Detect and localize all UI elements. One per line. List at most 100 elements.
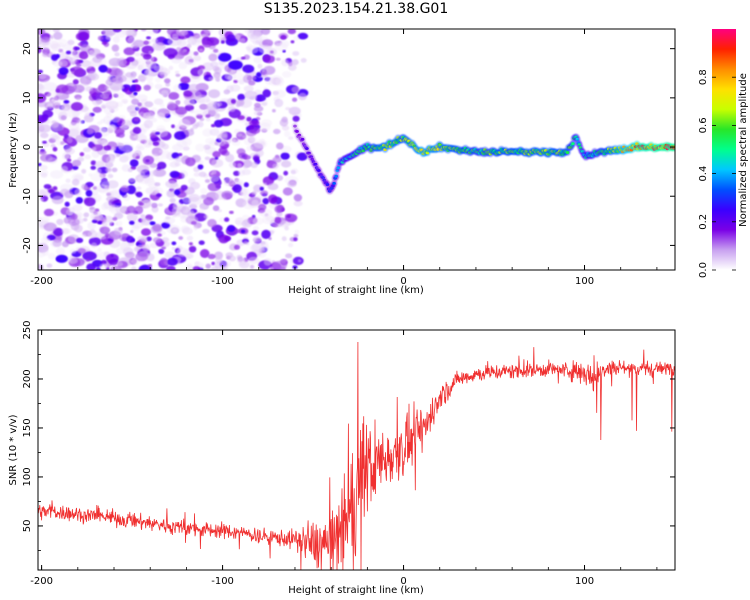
spectrogram-noise-blob	[248, 136, 257, 143]
spectrogram-noise-blob	[183, 98, 196, 107]
spectrogram-noise-blob	[43, 208, 55, 217]
spectrogram-noise-blob	[40, 172, 48, 178]
spectrogram-noise-blob	[137, 102, 142, 107]
spectrogram-x-label: Height of straight line (km)	[288, 285, 424, 296]
spectrogram-noise-blob	[146, 61, 157, 69]
spectrogram-noise-blob	[69, 248, 77, 254]
spectrogram-noise-blob	[154, 182, 161, 187]
spectrogram-noise-blob	[285, 107, 291, 111]
spectrogram-noise-blob	[72, 204, 83, 212]
spectrogram-noise-blob	[282, 187, 293, 196]
spectrogram-noise-blob	[90, 212, 104, 221]
snr-x-tick-label: 100	[575, 576, 594, 587]
spectrogram-noise-blob	[144, 101, 154, 108]
spectrogram-noise-blob	[262, 39, 274, 47]
spectrogram-noise-blob	[61, 228, 70, 235]
spectrogram-noise-blob	[94, 160, 105, 168]
spectrogram-noise-blob	[97, 220, 103, 225]
spectrogram-noise-blob	[141, 228, 151, 236]
spectrogram-noise-blob	[226, 34, 236, 43]
spectrogram-noise-blob	[112, 217, 118, 221]
spectrogram-noise-blob	[218, 146, 228, 155]
spectrogram-noise-blob	[239, 38, 246, 43]
spectrogram-noise-blob	[52, 186, 58, 191]
spectrogram-noise-blob	[104, 89, 112, 96]
spectrogram-noise-blob	[134, 52, 141, 57]
spectrogram-noise-blob	[182, 48, 187, 53]
spectrogram-noise-blob	[159, 257, 168, 266]
spectrogram-noise-blob	[243, 195, 251, 202]
spectrogram-noise-blob	[38, 264, 44, 269]
spectrogram-noise-blob	[76, 237, 84, 243]
spectrogram-noise-blob	[205, 263, 211, 269]
spectrogram-track-point	[325, 183, 330, 187]
spectrogram-noise-blob	[300, 58, 307, 63]
spectrogram-noise-blob	[72, 159, 82, 167]
spectrogram-noise-blob	[108, 123, 116, 130]
spectrogram-noise-blob	[126, 235, 134, 243]
spectrogram-noise-blob	[63, 100, 70, 104]
spectrogram-noise-blob	[154, 83, 163, 90]
spectrogram-noise-blob	[217, 209, 222, 213]
spectrogram-noise-blob	[173, 84, 182, 92]
spectrogram-noise-blob	[192, 266, 201, 270]
spectrogram-track-point	[305, 147, 309, 151]
spectrogram-noise-blob	[106, 192, 112, 196]
spectrogram-noise-blob	[275, 57, 281, 61]
spectrogram-noise-blob	[252, 217, 264, 226]
spectrogram-noise-blob	[207, 253, 216, 260]
spectrogram-noise-blob	[84, 197, 96, 207]
spectrogram-noise-blob	[53, 227, 64, 237]
spectrogram-noise-blob	[290, 170, 296, 175]
spectrogram-noise-blob	[243, 85, 254, 92]
spectrogram-noise-blob	[86, 263, 96, 270]
spectrogram-noise-blob	[155, 193, 162, 198]
spectrogram-noise-blob	[211, 124, 216, 128]
spectrogram-noise-blob	[127, 168, 133, 173]
snr-frame-bg	[38, 330, 675, 570]
snr-y-tick-label: 50	[22, 520, 33, 533]
spectrogram-noise-blob	[77, 248, 86, 254]
spectrogram-noise-blob	[131, 98, 140, 105]
spectrogram-noise-blob	[38, 123, 45, 131]
spectrogram-noise-blob	[169, 170, 180, 178]
spectrogram-noise-blob	[233, 71, 244, 82]
spectrogram-y-ticks: -20 -10 0 10 20	[22, 42, 675, 271]
spectrogram-noise-blob	[172, 228, 178, 232]
spectrogram-noise-blob	[249, 119, 260, 127]
spectrogram-noise-blob	[208, 89, 221, 99]
spectrogram-noise-blob	[213, 119, 224, 128]
spectrogram-noise-blob	[70, 102, 84, 111]
spectrogram-noise-blob	[202, 228, 210, 234]
spectrogram-noise-blob	[149, 132, 157, 138]
spectrogram-noise-blob	[47, 252, 56, 260]
spectrogram-noise-blob	[131, 220, 144, 229]
spectrogram-noise-blob	[243, 218, 251, 226]
spectrogram-noise-blob	[182, 227, 193, 235]
spectrogram-noise-blob	[287, 181, 297, 188]
spectrogram-noise-blob	[82, 217, 88, 222]
spectrogram-noise-blob	[253, 110, 261, 116]
spectrogram-noise-blob	[127, 37, 135, 44]
spectrogram-noise-blob	[64, 201, 70, 207]
spectrogram-noise-blob	[221, 190, 233, 199]
spectrogram-noise-blob	[143, 40, 149, 46]
spectrogram-noise-blob	[205, 114, 211, 118]
spectrogram-noise-blob	[77, 42, 83, 47]
spectrogram-noise-blob	[247, 125, 255, 130]
spectrogram-noise-blob	[250, 161, 258, 169]
spectrogram-noise-blob	[228, 161, 237, 169]
spectrogram-frame	[37, 28, 676, 271]
spectrogram-noise-blob	[129, 159, 139, 168]
spectrogram-noise-blob	[186, 235, 194, 241]
spectrogram-noise-blob	[102, 29, 116, 37]
spectrogram-noise-blob	[268, 78, 282, 87]
spectrogram-noise-blob	[189, 109, 195, 114]
spectrogram-noise-blob	[105, 112, 113, 118]
spectrogram-noise-blob	[274, 42, 288, 52]
spectrogram-noise-blob	[234, 244, 240, 250]
spectrogram-noise-blob	[99, 263, 108, 270]
spectrogram-noise-blob	[62, 152, 70, 160]
spectrogram-noise-blob	[199, 208, 205, 214]
spectrogram-noise-blob	[121, 29, 135, 36]
